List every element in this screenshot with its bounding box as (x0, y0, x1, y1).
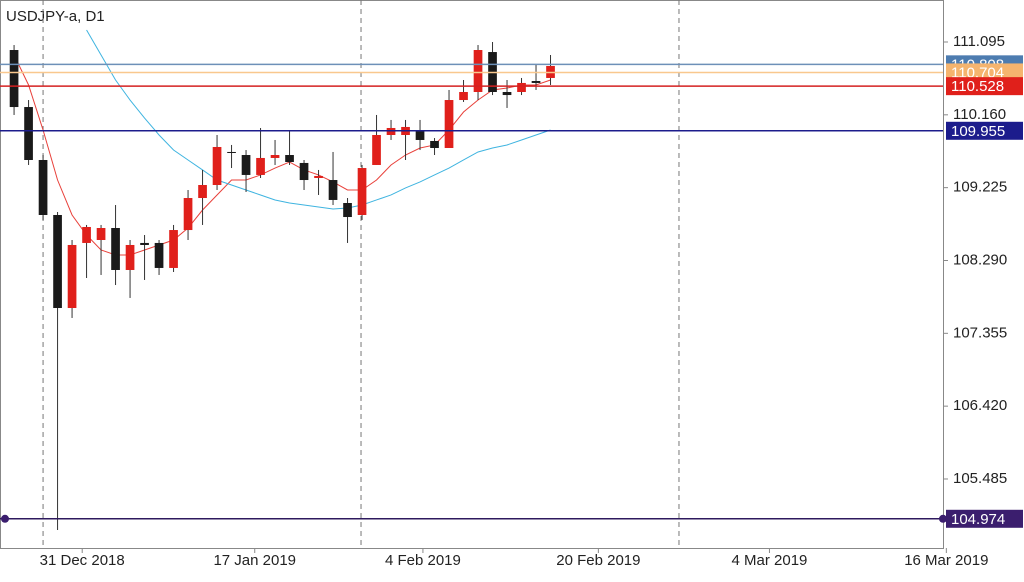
price-label-box (946, 63, 1023, 82)
candle-body (270, 155, 280, 158)
candle-body (314, 175, 323, 178)
price-label-box (946, 121, 1023, 140)
x-tick-label: 31 Dec 2018 (40, 552, 125, 569)
candle-body (53, 214, 62, 309)
candle-body (299, 162, 309, 181)
x-tick-label: 17 Jan 2019 (213, 552, 296, 569)
candle-body (24, 107, 33, 160)
candle-body (9, 50, 19, 108)
candle-body (82, 226, 91, 243)
price-label: 104.974 (951, 511, 1005, 528)
candle-body (372, 134, 381, 165)
y-tick-label: 111.095 (953, 33, 1005, 50)
candle-body (430, 140, 439, 149)
price-label-box (946, 509, 1023, 528)
level-handle (1, 514, 9, 523)
y-tick-label: 107.355 (953, 324, 1007, 341)
y-tick-label: 108.290 (953, 251, 1007, 268)
x-tick-label: 20 Feb 2019 (556, 552, 640, 569)
y-tick-label: 110.160 (953, 106, 1006, 123)
candle-body (198, 185, 207, 199)
candle-body (140, 242, 149, 245)
candle-body (502, 91, 512, 96)
candle-body (212, 146, 222, 186)
candle-body (38, 159, 48, 215)
price-label: 109.955 (951, 123, 1005, 140)
price-label: 110.528 (951, 78, 1004, 95)
y-tick-label: 109.225 (953, 179, 1007, 196)
candle-body (227, 151, 236, 153)
x-tick-label: 4 Mar 2019 (732, 552, 808, 569)
candle-body (517, 82, 526, 92)
level-handle (939, 514, 947, 523)
x-tick-label: 16 Mar 2019 (904, 552, 988, 569)
candle-body (169, 230, 178, 268)
plot-frame (0, 0, 944, 549)
candle-body (343, 202, 352, 218)
candle-body (415, 130, 425, 140)
candle-body (154, 242, 164, 268)
candle-body (444, 100, 454, 149)
candle-body (328, 180, 338, 200)
y-tick-label: 106.420 (953, 397, 1007, 414)
candle-body (285, 155, 294, 163)
candle-body (357, 168, 367, 215)
y-tick-label: 105.485 (953, 470, 1007, 487)
chart-title: USDJPY-a, D1 (6, 8, 105, 25)
moving-average (13, 54, 551, 256)
candle-body (241, 155, 251, 175)
x-tick-label: 4 Feb 2019 (385, 552, 461, 569)
candle-body (531, 81, 541, 83)
candle-body (256, 157, 265, 175)
candle-body (111, 228, 120, 270)
candle-body (459, 91, 468, 101)
price-label-box (946, 77, 1023, 96)
candle-body (183, 198, 193, 231)
candle-body (67, 244, 77, 309)
candle-body (473, 50, 483, 92)
candle-body (96, 228, 106, 240)
moving-average (86, 29, 551, 210)
plot-area (9, 0, 680, 548)
candle-body (125, 244, 135, 270)
